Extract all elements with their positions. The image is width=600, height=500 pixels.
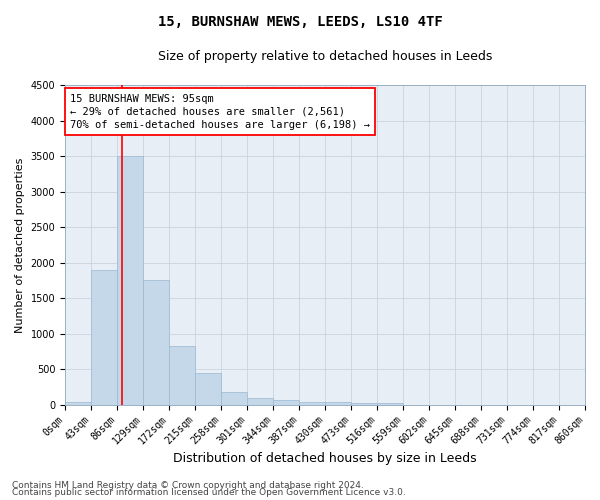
Bar (325, 402, 351, 404)
Bar (377, 403, 403, 404)
Text: Contains HM Land Registry data © Crown copyright and database right 2024.: Contains HM Land Registry data © Crown c… (12, 480, 364, 490)
Bar (299, 402, 325, 404)
Bar (221, 392, 247, 404)
Bar (351, 402, 377, 404)
Text: Contains public sector information licensed under the Open Government Licence v3: Contains public sector information licen… (12, 488, 406, 497)
Text: 15, BURNSHAW MEWS, LEEDS, LS10 4TF: 15, BURNSHAW MEWS, LEEDS, LS10 4TF (158, 15, 442, 29)
Title: Size of property relative to detached houses in Leeds: Size of property relative to detached ho… (158, 50, 492, 63)
Bar (195, 373, 221, 404)
X-axis label: Distribution of detached houses by size in Leeds: Distribution of detached houses by size … (173, 452, 477, 465)
Bar (65, 402, 91, 404)
Bar (247, 398, 273, 404)
Bar (273, 400, 299, 404)
Bar (91, 270, 117, 404)
Text: 15 BURNSHAW MEWS: 95sqm
← 29% of detached houses are smaller (2,561)
70% of semi: 15 BURNSHAW MEWS: 95sqm ← 29% of detache… (70, 94, 370, 130)
Y-axis label: Number of detached properties: Number of detached properties (15, 157, 25, 332)
Bar (117, 156, 143, 404)
Bar (143, 280, 169, 404)
Bar (169, 346, 195, 405)
